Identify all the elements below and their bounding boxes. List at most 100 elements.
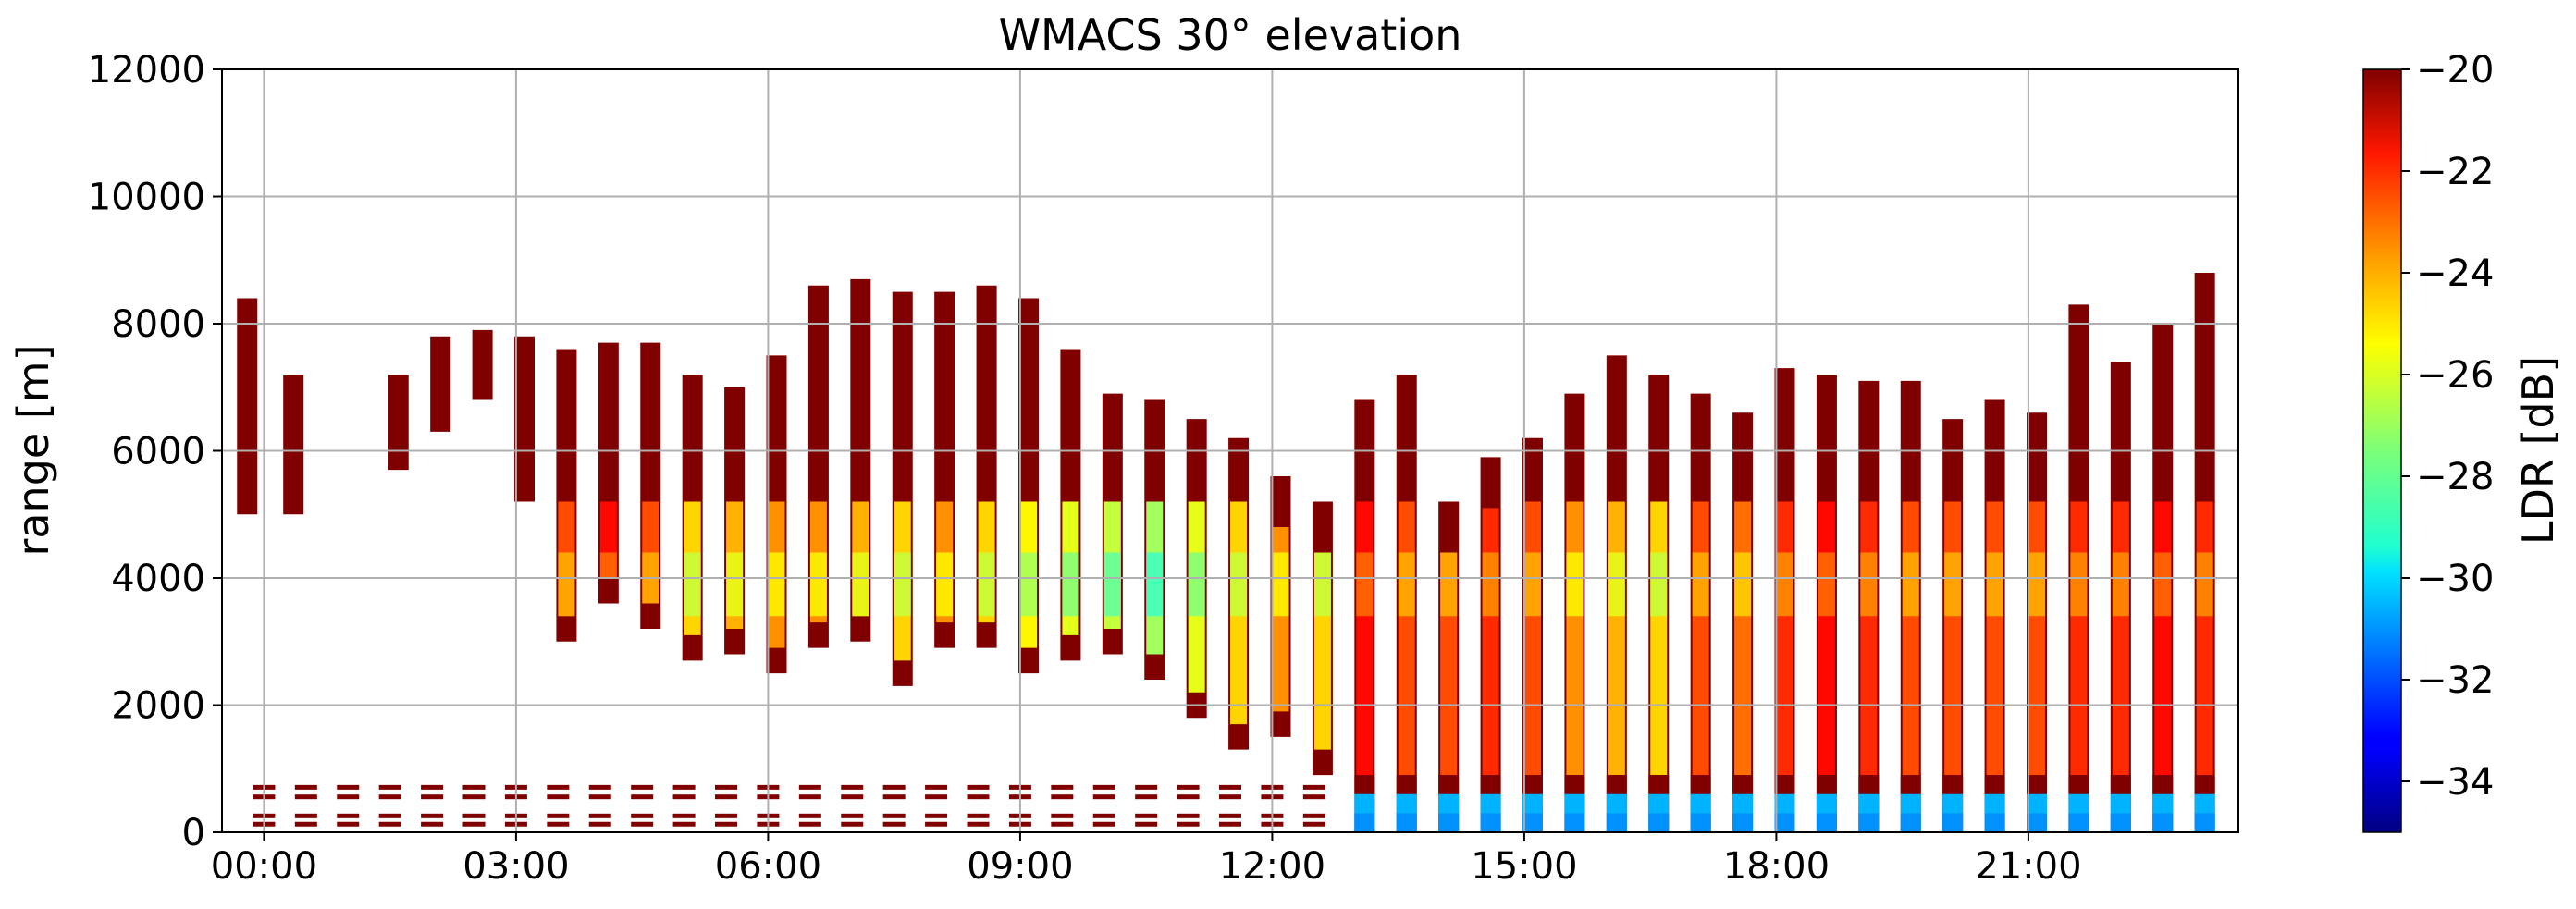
scan-rain-layer-low [1480, 813, 1501, 832]
clutter-mark [421, 794, 444, 800]
clutter-mark [841, 821, 864, 827]
scan-bright-band [2068, 775, 2089, 794]
clutter-mark [841, 813, 864, 818]
scan-column [1858, 380, 1880, 832]
scan-band-core [2028, 552, 2045, 617]
scan-rain-layer-low [1648, 813, 1670, 832]
scan-band [1776, 501, 1793, 776]
colorbar-tick-label: −26 [2416, 354, 2494, 397]
scan-rain-layer-low [1396, 813, 1417, 832]
scan-column [1438, 501, 1460, 832]
clutter-mark [798, 813, 821, 818]
clutter-mark [588, 784, 611, 790]
clutter-mark [1051, 794, 1074, 800]
colorbar-tick-label: −24 [2416, 252, 2494, 295]
scan-band [1524, 501, 1541, 776]
scan-column [2110, 362, 2131, 832]
colorbar-tick-label: −30 [2416, 558, 2494, 600]
scan-band [1986, 501, 2003, 776]
clutter-mark [421, 784, 444, 790]
clutter-mark [715, 794, 737, 800]
clutter-mark [1302, 794, 1325, 800]
scan-band-core [1860, 552, 1878, 617]
scan-column [640, 342, 661, 629]
clutter-mark [378, 813, 401, 818]
scan-bright-band [1984, 775, 2005, 794]
scan-band-core [2196, 552, 2213, 617]
clutter-mark [1092, 784, 1115, 790]
scan-column [1018, 298, 1039, 674]
scan-rain-layer-low [1354, 813, 1375, 832]
scan-band-core [1230, 552, 1248, 617]
scan-band [2112, 501, 2129, 776]
scan-bright-band [2152, 775, 2174, 794]
clutter-mark [1302, 784, 1325, 790]
clutter-mark [631, 794, 654, 800]
scan-band-core [1902, 552, 1919, 617]
clutter-mark [294, 784, 317, 790]
scan-bright-band [1606, 775, 1627, 794]
clutter-mark [421, 813, 444, 818]
scan-bright-band [1942, 775, 1964, 794]
scan-column [1228, 437, 1250, 750]
scan-band [1818, 501, 1835, 776]
scan-column [724, 387, 746, 655]
scan-band-core [1608, 552, 1625, 617]
clutter-mark [547, 784, 570, 790]
y-tick-label: 2000 [111, 685, 205, 728]
scan-band [1734, 501, 1752, 776]
scan-column [1984, 399, 2005, 832]
scan-column [1270, 476, 1291, 737]
scan-column [1942, 419, 1964, 832]
clutter-mark [547, 813, 570, 818]
scan-band-core [1188, 552, 1205, 617]
scan-column [807, 285, 829, 648]
scan-rain-layer-low [1858, 813, 1880, 832]
scan-band-core [558, 552, 575, 617]
clutter-mark [337, 784, 360, 790]
scan-band-core [599, 552, 617, 578]
clutter-mark [882, 821, 906, 827]
scan-column [1606, 355, 1627, 832]
y-axis-label: range [m] [8, 344, 58, 556]
scan-band [1608, 501, 1625, 776]
scan-rain-layer-low [1564, 813, 1585, 832]
clutter-mark [967, 821, 990, 827]
y-tick-label: 4000 [111, 558, 205, 600]
scan-column [1312, 501, 1333, 776]
clutter-mark [1051, 813, 1074, 818]
scan-column [892, 291, 913, 686]
colorbar-tick-label: −34 [2416, 761, 2494, 804]
x-tick-label: 06:00 [715, 845, 821, 888]
scan-rain-layer-low [1984, 813, 2005, 832]
clutter-mark [1177, 821, 1200, 827]
clutter-mark [925, 784, 948, 790]
scan-rain-layer-low [1522, 813, 1543, 832]
colorbar-label: LDR [dB] [2513, 356, 2563, 545]
clutter-mark [631, 784, 654, 790]
scan-band-core [1818, 552, 1835, 617]
scan-envelope [237, 298, 258, 515]
scan-rain-layer-low [1942, 813, 1964, 832]
scan-column [682, 375, 703, 661]
scan-band-core [1062, 552, 1079, 617]
scan-band-core [1272, 552, 1289, 617]
scan-column [1144, 399, 1165, 680]
scan-band-core [1650, 552, 1668, 617]
scan-column [1564, 393, 1585, 832]
x-tick-label: 18:00 [1723, 845, 1830, 888]
scan-column [430, 336, 451, 432]
clutter-mark [925, 794, 948, 800]
scan-bright-band [1522, 775, 1543, 794]
scan-column [1186, 419, 1207, 719]
scan-bright-band [1354, 775, 1375, 794]
clutter-mark [547, 794, 570, 800]
scan-band [1902, 501, 1919, 776]
scan-column [850, 278, 871, 642]
clutter-mark [1135, 794, 1158, 800]
clutter-mark [715, 784, 737, 790]
clutter-mark [798, 794, 821, 800]
clutter-mark [672, 813, 696, 818]
x-axis: 00:00 03:00 06:00 09:00 12:00 15:00 18:00 21:00 [211, 832, 2082, 888]
